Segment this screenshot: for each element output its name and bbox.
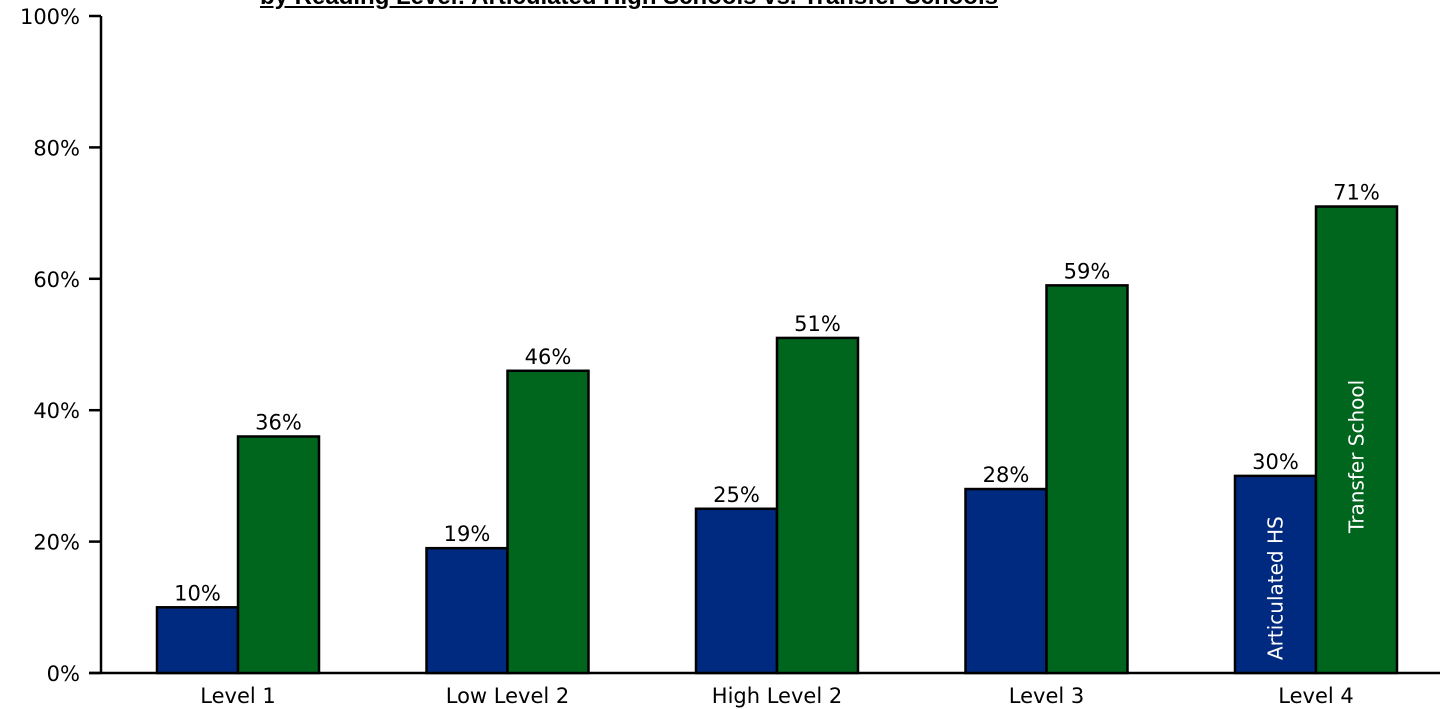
y-tick-label: 0% — [47, 662, 80, 686]
data-label: 25% — [713, 483, 760, 507]
legend-label: Articulated HS — [1264, 516, 1288, 660]
y-tick-label: 20% — [33, 531, 80, 555]
x-tick-label: High Level 2 — [712, 684, 842, 708]
bar — [775, 336, 860, 675]
bar — [236, 435, 321, 675]
y-tick-label: 40% — [33, 399, 80, 423]
chart-title: by Reading Level: Articulated High Schoo… — [260, 0, 1310, 11]
y-tick-label: 80% — [33, 136, 80, 160]
x-tick-label: Level 4 — [1278, 684, 1353, 708]
data-label: 59% — [1064, 259, 1111, 283]
axes: 0% 20% 40% 60% 80% 100% Level 1 Low Level 2 High… — [20, 5, 1440, 708]
bar — [425, 546, 509, 675]
data-label: 30% — [1252, 450, 1299, 474]
bars — [155, 205, 1399, 675]
bar — [1314, 205, 1399, 675]
y-tick-label: 100% — [20, 5, 80, 29]
legend-label: Transfer School — [1345, 380, 1369, 534]
data-label: 36% — [255, 410, 302, 434]
data-label: 71% — [1333, 181, 1380, 205]
data-label: 28% — [983, 463, 1030, 487]
bar — [694, 507, 779, 675]
data-label: 46% — [525, 345, 572, 369]
x-tick-label: Level 3 — [1009, 684, 1084, 708]
y-tick-label: 60% — [33, 268, 80, 292]
bar — [506, 369, 590, 675]
bar — [1045, 284, 1129, 675]
data-label: 51% — [794, 312, 841, 336]
bar — [155, 606, 240, 675]
data-label: 10% — [174, 581, 221, 605]
data-labels: 10% 36% 19% 46% 25% 51% 28% 59% 30% Articulated H… — [174, 181, 1380, 660]
x-tick-label: Level 1 — [200, 684, 275, 708]
x-tick-label: Low Level 2 — [446, 684, 570, 708]
bar — [964, 487, 1048, 675]
data-label: 19% — [444, 522, 491, 546]
